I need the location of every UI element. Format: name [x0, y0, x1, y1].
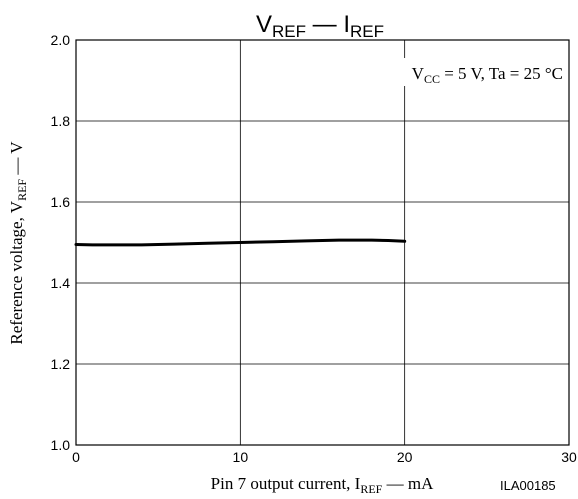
y-tick-label: 1.2 [51, 356, 71, 372]
x-tick-label: 20 [397, 449, 413, 465]
x-axis-label: Pin 7 output current, IREF — mA [211, 474, 434, 496]
x-tick-label: 10 [233, 449, 249, 465]
y-axis-label: Reference voltage, VREF — V [7, 141, 29, 345]
x-tick-label: 30 [561, 449, 577, 465]
y-tick-label: 1.6 [51, 194, 71, 210]
figure-code: ILA00185 [500, 478, 556, 493]
tick-labels: 0 10 20 30 1.0 1.2 1.4 1.6 1.8 2.0 [51, 32, 577, 465]
series-line [74, 238, 407, 247]
y-tick-label: 1.4 [51, 275, 71, 291]
plot-frame [75, 39, 570, 446]
grid [76, 40, 569, 445]
y-tick-label: 1.8 [51, 113, 71, 129]
annotation-conditions: VCC = 5 V, Ta = 25 °C [412, 64, 563, 86]
chart-title: VREF — IREF [256, 11, 384, 41]
y-tick-label: 1.0 [51, 437, 71, 453]
y-tick-label: 2.0 [51, 32, 71, 48]
x-tick-label: 0 [72, 449, 80, 465]
annotation-background [360, 58, 566, 86]
